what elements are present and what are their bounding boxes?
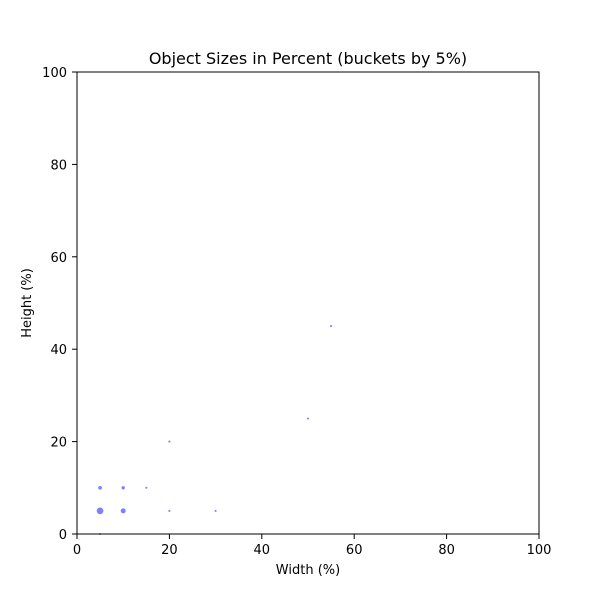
data-point xyxy=(145,486,148,489)
x-tick-label: 60 xyxy=(346,543,363,558)
x-tick-label: 80 xyxy=(438,543,455,558)
data-point xyxy=(168,440,171,443)
data-point xyxy=(330,325,333,328)
y-tick-label: 100 xyxy=(42,66,67,81)
x-axis-label: Width (%) xyxy=(276,563,340,578)
x-tick-label: 100 xyxy=(527,543,552,558)
data-point xyxy=(98,485,102,490)
y-tick-label: 0 xyxy=(59,528,67,543)
data-point xyxy=(121,486,125,490)
x-tick-label: 40 xyxy=(254,543,271,558)
chart-title: Object Sizes in Percent (buckets by 5%) xyxy=(149,49,467,68)
y-axis-label: Height (%) xyxy=(20,268,35,338)
data-point xyxy=(96,507,104,515)
y-tick-label: 80 xyxy=(50,158,67,173)
x-tick-label: 0 xyxy=(73,543,81,558)
data-point xyxy=(120,508,126,514)
y-tick-label: 60 xyxy=(50,251,67,266)
plot-area xyxy=(96,325,333,535)
plot-frame xyxy=(76,71,540,535)
y-tick-label: 20 xyxy=(50,436,67,451)
data-point xyxy=(306,417,310,420)
x-axis: 0 20 40 60 80 100 xyxy=(73,534,552,558)
data-point xyxy=(214,509,217,512)
y-tick-label: 40 xyxy=(50,343,67,358)
y-axis: 0 20 40 60 80 100 xyxy=(42,66,77,543)
data-point xyxy=(168,509,171,512)
x-tick-label: 20 xyxy=(161,543,178,558)
